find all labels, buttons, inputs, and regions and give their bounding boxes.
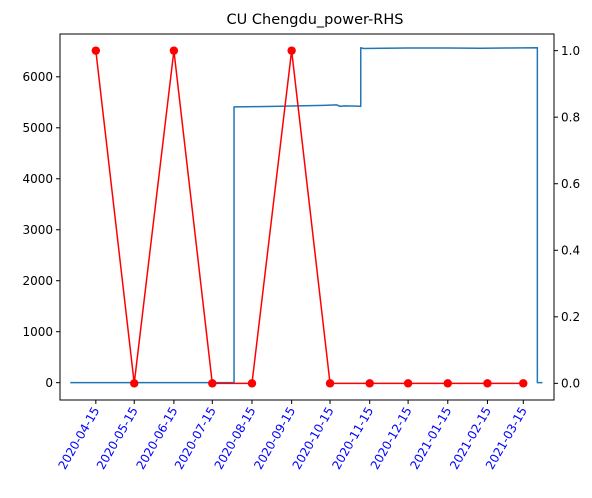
data-point-4 [208, 379, 217, 388]
right-tick-label: 0.4 [561, 244, 580, 258]
right-tick-label: 0.2 [561, 310, 580, 324]
data-point-5 [247, 379, 257, 388]
left-tick-label: 6000 [22, 70, 53, 84]
x-tick-label: 2020-12-15 [368, 405, 415, 472]
series-line-2 [95, 49, 524, 385]
data-point-10 [443, 379, 452, 388]
right-tick-label: 0.0 [561, 377, 580, 391]
data-point-11 [483, 379, 492, 388]
left-tick-label: 2000 [22, 274, 53, 288]
x-tick-label: 2020-07-15 [172, 405, 219, 472]
left-tick-label: 5000 [22, 121, 53, 135]
data-point-8 [365, 379, 374, 388]
data-point-7 [325, 379, 335, 388]
series-layer [70, 46, 543, 388]
data-point-1 [91, 46, 101, 55]
x-tick-label: 2020-10-15 [290, 405, 337, 472]
plot-frame [59, 33, 555, 401]
data-point-9 [403, 379, 413, 388]
series-line-1 [70, 47, 543, 384]
data-point-12 [519, 379, 528, 388]
data-point-2 [130, 379, 139, 388]
right-tick-label: 0.6 [561, 177, 580, 191]
left-tick-label: 1000 [22, 325, 53, 339]
data-point-3 [169, 46, 179, 55]
data-point-6 [287, 46, 296, 55]
left-y-axis: 0 1000 2000 3000 4000 5000 6000 [22, 70, 60, 390]
right-tick-label: 0.8 [561, 110, 580, 124]
x-tick-label: 2020-05-15 [94, 405, 141, 472]
left-tick-label: 0 [45, 376, 53, 390]
x-tick-label: 2020-08-15 [212, 405, 259, 472]
x-axis: 2020-04-152020-05-152020-06-152020-07-15… [55, 400, 530, 472]
x-tick-label: 2021-01-15 [407, 405, 454, 472]
right-tick-label: 1.0 [561, 44, 580, 58]
right-y-axis: 0.0 0.2 0.4 0.6 0.8 1.0 [554, 44, 580, 391]
chart-title: CU Chengdu_power-RHS [227, 12, 404, 28]
left-tick-label: 4000 [22, 172, 53, 186]
left-tick-label: 3000 [22, 223, 53, 237]
